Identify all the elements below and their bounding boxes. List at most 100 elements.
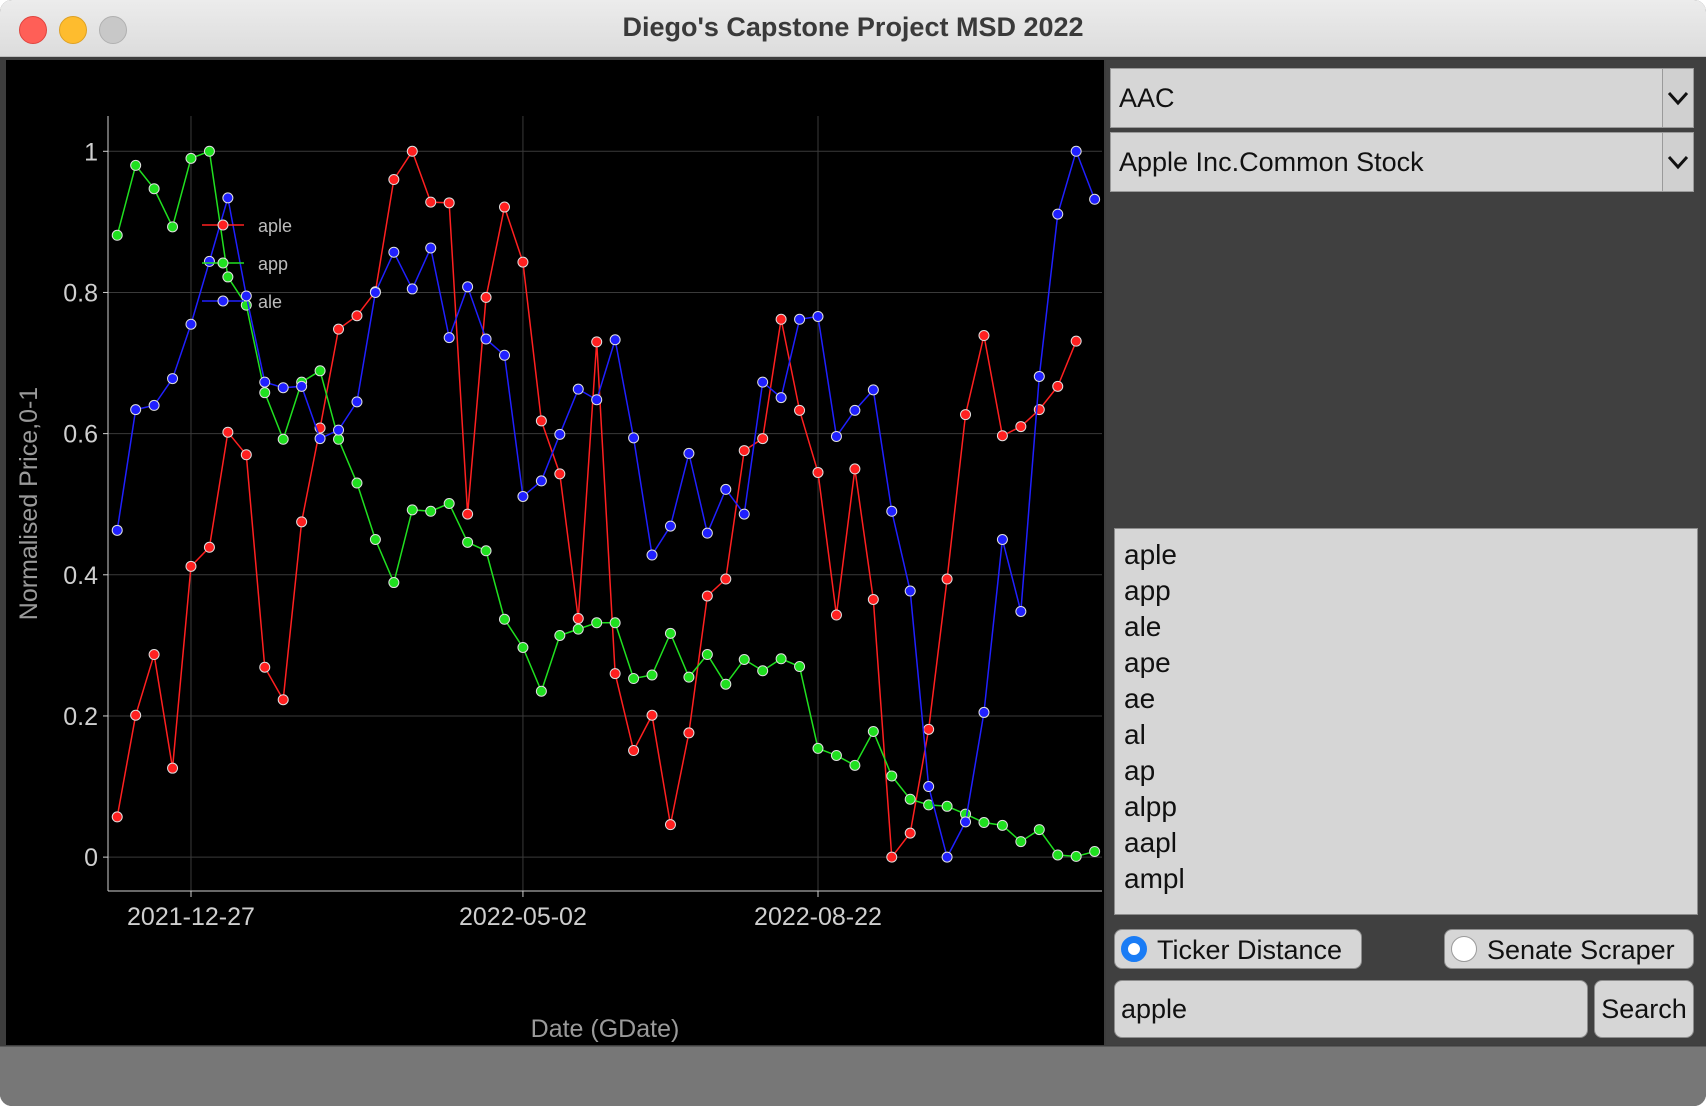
result-item[interactable]: ale [1124,611,1162,642]
chevron-down-icon [1667,155,1689,170]
y-tick-label: 0.8 [63,279,98,307]
company-select[interactable]: Apple Inc.Common Stock [1110,132,1694,192]
data-point-ale [628,432,640,444]
radio-unselected-icon [1451,936,1477,962]
result-item[interactable]: app [1124,575,1171,606]
data-point-aple [333,323,345,335]
data-point-app [628,673,640,685]
legend-marker-app [217,257,229,269]
data-point-ale [738,508,750,520]
data-point-ale [996,533,1008,545]
data-point-app [185,152,197,164]
data-point-aple [757,433,769,445]
data-point-app [1015,836,1027,848]
data-point-app [1033,824,1045,836]
data-point-aple [167,762,179,774]
data-point-aple [996,430,1008,442]
data-point-ale [1015,605,1027,617]
data-point-app [849,759,861,771]
results-list[interactable]: aple app ale ape ae al ap alpp aapl ampl [1114,528,1698,915]
window-title: Diego's Capstone Project MSD 2022 [622,12,1084,42]
result-item[interactable]: aple [1124,539,1177,570]
data-point-app [757,665,769,677]
data-point-aple [867,593,879,605]
data-point-ale [720,483,732,495]
data-point-aple [148,649,160,661]
data-point-ale [425,242,437,254]
data-point-app [738,653,750,665]
chart-area: 0 0.2 0.4 0.6 0.8 1 2021-12-27 2022-05-02 2022-0… [6,60,1104,1045]
data-point-aple [443,197,455,209]
data-point-ale [130,404,142,416]
data-point-app [664,627,676,639]
data-point-aple [498,201,510,213]
data-point-ale [314,433,326,445]
data-point-ale [664,520,676,532]
data-point-ale [498,349,510,361]
data-point-ale [333,424,345,436]
data-point-app [794,661,806,673]
data-point-ale [757,376,769,388]
data-point-ale [609,334,621,346]
data-point-aple [351,310,363,322]
data-point-app [701,649,713,661]
title-bar: Diego's Capstone Project MSD 2022 [0,0,1706,57]
minimize-button[interactable] [59,16,87,44]
data-point-app [498,613,510,625]
chevron-down-icon [1667,91,1689,106]
data-point-aple [591,336,603,348]
status-bar [0,1046,1706,1106]
data-point-ale [351,396,363,408]
data-point-aple [535,415,547,427]
close-button[interactable] [19,16,47,44]
result-item[interactable]: al [1124,719,1146,750]
data-point-app [259,387,271,399]
result-item[interactable]: ampl [1124,863,1185,894]
data-point-aple [480,291,492,303]
search-input[interactable] [1114,980,1588,1038]
data-point-aple [462,508,474,520]
data-point-ale [701,527,713,539]
maximize-button[interactable] [99,16,127,44]
data-point-app [130,159,142,171]
y-tick-label: 1 [84,138,98,166]
result-item[interactable]: aapl [1124,827,1177,858]
legend-label-app: app [258,254,288,274]
result-item[interactable]: ae [1124,683,1156,714]
result-item[interactable]: ap [1124,755,1156,786]
data-point-aple [1015,421,1027,433]
y-tick-label: 0.4 [63,562,98,590]
data-point-aple [701,590,713,602]
data-point-ale [222,192,234,204]
ticker-distance-radio[interactable]: Ticker Distance [1114,929,1362,969]
result-item[interactable]: ape [1124,647,1171,678]
data-point-app [609,617,621,629]
data-point-app [683,671,695,683]
data-point-aple [978,330,990,342]
company-select-arrow[interactable] [1662,133,1693,191]
data-point-app [830,749,842,761]
x-tick-label: 2021-12-27 [127,903,255,931]
result-item[interactable]: alpp [1124,791,1177,822]
data-point-aple [960,409,972,421]
x-tick-label: 2022-08-22 [754,903,882,931]
senate-scraper-radio[interactable]: Senate Scraper [1444,929,1694,969]
data-point-ale [904,585,916,597]
data-point-aple [406,145,418,157]
data-point-aple [775,313,787,325]
data-point-app [591,617,603,629]
senate-scraper-label: Senate Scraper [1487,935,1675,965]
search-button[interactable]: Search [1594,980,1694,1038]
data-point-aple [812,466,824,478]
right-panel: AAC Apple Inc.Common Stock aple app ale ape… [1106,60,1700,1045]
data-point-aple [1052,380,1064,392]
y-tick-label: 0 [84,844,98,872]
ticker-select[interactable]: AAC [1110,68,1694,128]
ticker-select-arrow[interactable] [1662,69,1693,127]
data-point-app [812,742,824,754]
data-point-aple [886,851,898,863]
data-point-app [1089,845,1101,857]
data-point-ale [812,310,824,322]
data-point-app [425,505,437,517]
